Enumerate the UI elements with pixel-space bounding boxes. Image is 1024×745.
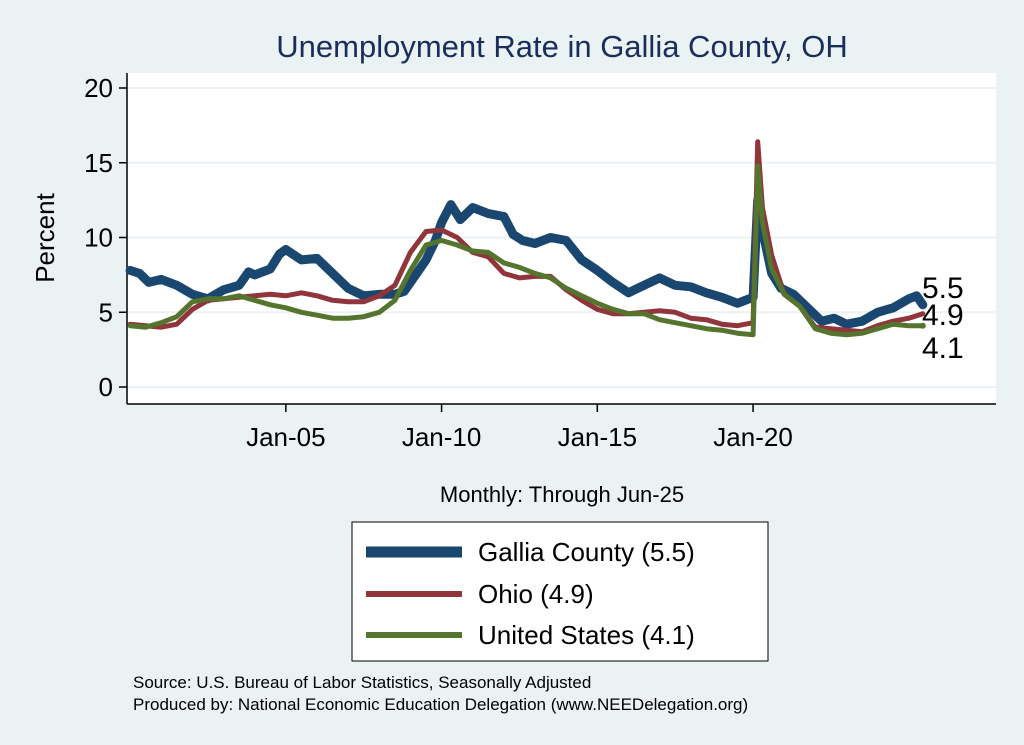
y-tick-label-1: 5 xyxy=(99,297,113,327)
x-tick-label-3: Jan-20 xyxy=(713,422,793,452)
series-end-marker-2 xyxy=(919,322,926,329)
x-tick-label-0: Jan-05 xyxy=(246,422,326,452)
series-line-0 xyxy=(125,195,928,329)
series-end-label-1: 4.9 xyxy=(922,299,964,332)
y-tick-label-3: 15 xyxy=(84,148,113,178)
x-tick-label-1: Jan-10 xyxy=(402,422,482,452)
chart-title: Unemployment Rate in Gallia County, OH xyxy=(276,29,847,64)
x-tick-label-2: Jan-15 xyxy=(558,422,638,452)
legend-label-1: Ohio (4.9) xyxy=(478,579,594,609)
legend-label-2: United States (4.1) xyxy=(478,620,695,650)
legend: Gallia County (5.5) Ohio (4.9) United Stat… xyxy=(366,537,695,650)
y-axis-title: Percent xyxy=(30,192,60,282)
series-line-2 xyxy=(127,163,926,338)
x-axis-ticks: Jan-05 Jan-10 Jan-15 Jan-20 xyxy=(246,404,793,452)
y-tick-label-4: 20 xyxy=(84,73,113,103)
source-line-2: Produced by: National Economic Education… xyxy=(133,695,748,714)
end-labels: 5.54.94.1 xyxy=(919,272,964,365)
legend-label-0: Gallia County (5.5) xyxy=(478,537,695,567)
y-tick-label-2: 10 xyxy=(84,223,113,253)
series-end-label-2: 4.1 xyxy=(922,332,964,365)
series-end-label-0: 5.5 xyxy=(922,272,964,305)
y-axis-ticks: 0 5 10 15 20 xyxy=(84,73,127,402)
y-tick-label-0: 0 xyxy=(99,372,113,402)
series-layer xyxy=(125,139,928,338)
x-axis-title: Monthly: Through Jun-25 xyxy=(440,482,684,507)
source-line-1: Source: U.S. Bureau of Labor Statistics,… xyxy=(133,673,591,692)
